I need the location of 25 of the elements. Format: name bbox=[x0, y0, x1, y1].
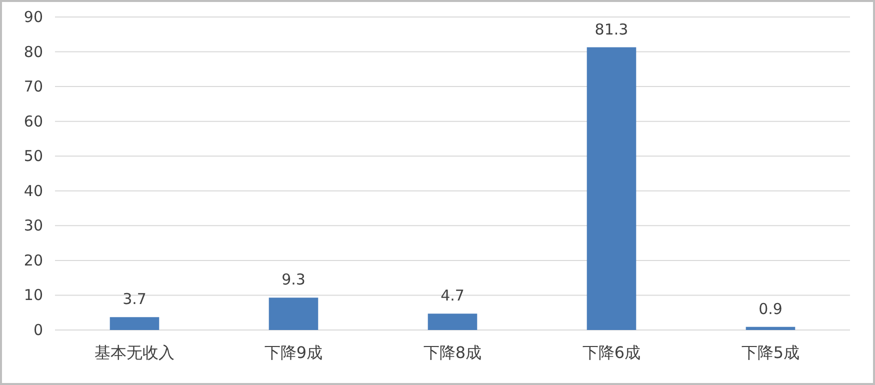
y-tick-label: 30 bbox=[24, 216, 43, 235]
bar bbox=[428, 314, 478, 330]
y-tick-label: 90 bbox=[24, 8, 43, 26]
y-tick-label: 20 bbox=[24, 251, 43, 270]
y-tick-label: 40 bbox=[24, 182, 43, 200]
bar bbox=[110, 317, 160, 330]
bar bbox=[746, 326, 796, 330]
x-tick-label: 下降5成 bbox=[741, 343, 800, 362]
y-tick-label: 50 bbox=[24, 147, 43, 166]
x-tick-label: 下降9成 bbox=[264, 343, 323, 362]
data-label: 3.7 bbox=[122, 290, 146, 308]
x-tick-label: 基本无收入 bbox=[94, 343, 174, 362]
data-label: 0.9 bbox=[758, 300, 782, 318]
data-label: 9.3 bbox=[282, 270, 306, 289]
y-tick-label: 10 bbox=[24, 286, 43, 304]
y-tick-label: 70 bbox=[24, 78, 43, 96]
data-label: 81.3 bbox=[594, 20, 628, 38]
x-tick-label: 下降8成 bbox=[423, 343, 482, 362]
x-tick-label: 下降6成 bbox=[582, 343, 641, 362]
y-tick-label: 60 bbox=[24, 112, 43, 130]
y-tick-label: 80 bbox=[24, 42, 43, 61]
bar bbox=[268, 298, 318, 330]
y-tick-label: 0 bbox=[33, 321, 43, 339]
data-label: 4.7 bbox=[440, 286, 464, 305]
bar bbox=[586, 47, 636, 330]
